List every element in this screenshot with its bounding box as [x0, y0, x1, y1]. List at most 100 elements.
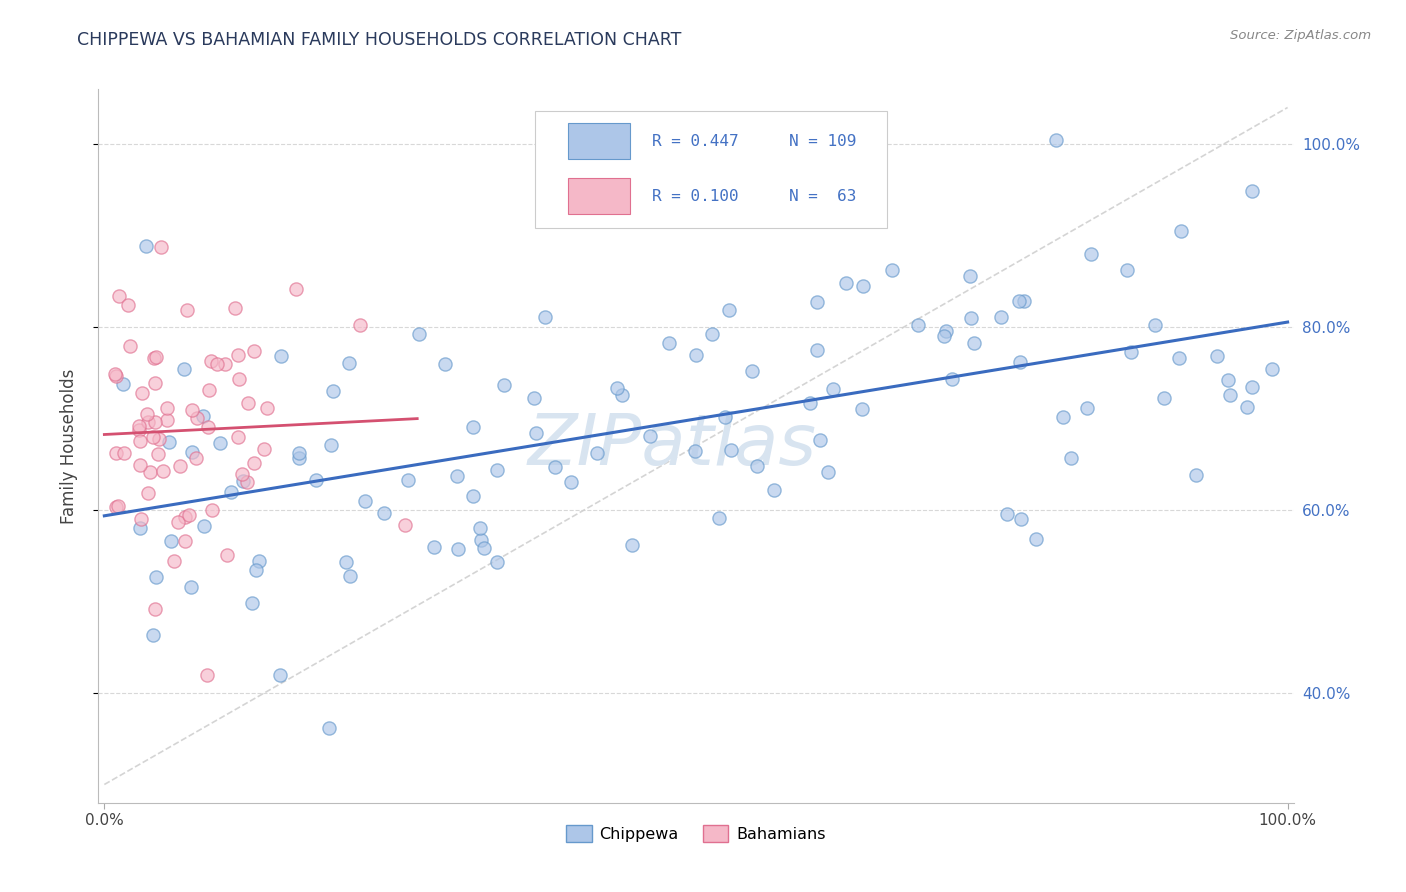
- Point: [544, 460, 567, 475]
- Point: [231, 467, 253, 482]
- Point: [394, 517, 416, 532]
- Point: [181, 445, 204, 459]
- Point: [174, 509, 197, 524]
- Point: [319, 438, 342, 452]
- Point: [118, 339, 141, 353]
- Point: [174, 534, 197, 549]
- Point: [145, 350, 167, 364]
- Point: [128, 419, 150, 434]
- Point: [1261, 361, 1284, 376]
- Point: [256, 401, 278, 415]
- Point: [243, 456, 266, 470]
- Point: [434, 357, 457, 371]
- Point: [191, 409, 214, 423]
- Point: [1060, 451, 1083, 466]
- Point: [714, 409, 737, 424]
- Point: [136, 486, 159, 500]
- Point: [186, 411, 208, 425]
- Point: [962, 335, 984, 350]
- Point: [228, 372, 250, 386]
- Point: [145, 415, 167, 429]
- Point: [217, 549, 239, 563]
- Point: [941, 372, 963, 386]
- FancyBboxPatch shape: [534, 111, 887, 228]
- Point: [197, 383, 219, 397]
- Point: [197, 419, 219, 434]
- Point: [1170, 224, 1192, 238]
- Point: [934, 329, 956, 343]
- Point: [1153, 392, 1175, 406]
- Point: [1168, 351, 1191, 365]
- Point: [112, 446, 135, 460]
- Point: [111, 377, 134, 392]
- Point: [354, 493, 377, 508]
- Point: [935, 324, 957, 338]
- Point: [128, 458, 150, 472]
- Point: [150, 240, 173, 254]
- Point: [145, 570, 167, 584]
- Point: [408, 326, 430, 341]
- Point: [105, 445, 128, 459]
- Point: [318, 721, 340, 735]
- Point: [560, 475, 582, 489]
- Text: CHIPPEWA VS BAHAMIAN FAMILY HOUSEHOLDS CORRELATION CHART: CHIPPEWA VS BAHAMIAN FAMILY HOUSEHOLDS C…: [77, 31, 682, 49]
- Legend: Chippewa, Bahamians: Chippewa, Bahamians: [560, 819, 832, 848]
- Point: [208, 435, 231, 450]
- Point: [612, 388, 634, 402]
- Point: [1052, 410, 1074, 425]
- Point: [523, 391, 546, 405]
- Point: [1008, 355, 1031, 369]
- Point: [720, 443, 742, 458]
- Point: [159, 533, 181, 548]
- Point: [461, 489, 484, 503]
- Point: [806, 295, 828, 310]
- Point: [117, 298, 139, 312]
- Text: Source: ZipAtlas.com: Source: ZipAtlas.com: [1230, 29, 1371, 42]
- Point: [128, 434, 150, 448]
- Point: [193, 519, 215, 533]
- Point: [179, 508, 201, 522]
- Point: [373, 506, 395, 520]
- Point: [337, 356, 360, 370]
- Point: [1240, 185, 1263, 199]
- Point: [486, 463, 509, 477]
- Text: R = 0.100: R = 0.100: [652, 189, 738, 203]
- Point: [219, 485, 242, 500]
- Point: [1080, 247, 1102, 261]
- Point: [288, 446, 311, 460]
- Point: [821, 382, 844, 396]
- Bar: [568, 178, 630, 214]
- Point: [1010, 512, 1032, 526]
- Text: N =  63: N = 63: [789, 189, 856, 203]
- Point: [226, 430, 249, 444]
- Point: [349, 318, 371, 333]
- Point: [1116, 263, 1139, 277]
- Point: [470, 533, 492, 548]
- Point: [741, 364, 763, 378]
- Point: [105, 369, 128, 384]
- Point: [142, 430, 165, 444]
- Point: [1045, 133, 1067, 147]
- Point: [245, 563, 267, 577]
- Point: [136, 407, 159, 421]
- Point: [173, 362, 195, 376]
- Point: [799, 396, 821, 410]
- Point: [131, 386, 153, 401]
- Point: [461, 419, 484, 434]
- Point: [270, 350, 292, 364]
- Point: [142, 628, 165, 642]
- Point: [534, 310, 557, 324]
- Text: ZIPatlas: ZIPatlas: [527, 411, 817, 481]
- Point: [129, 511, 152, 525]
- Point: [288, 451, 311, 466]
- Point: [586, 446, 609, 460]
- Point: [226, 348, 249, 362]
- Point: [685, 348, 707, 362]
- Point: [156, 412, 179, 426]
- Point: [195, 667, 218, 681]
- Point: [104, 367, 127, 381]
- Point: [214, 357, 236, 371]
- Text: R = 0.447: R = 0.447: [652, 134, 738, 149]
- Point: [1076, 401, 1098, 416]
- Point: [136, 415, 159, 429]
